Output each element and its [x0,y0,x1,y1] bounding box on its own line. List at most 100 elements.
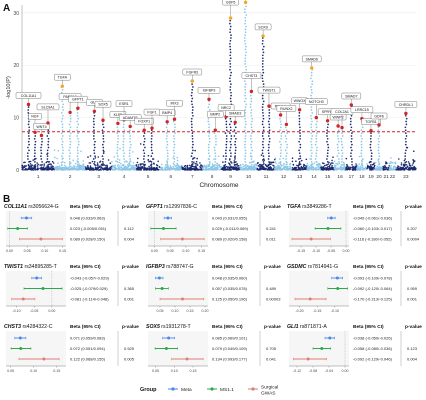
hit-column-point [229,129,232,132]
snp-point [411,164,414,166]
hit-column-point [122,163,125,166]
snp-point [354,169,356,171]
snp-point [337,167,340,170]
snp-point [206,164,208,167]
hit-column-point [229,146,232,149]
hit-column-point [261,109,264,111]
snp-point [376,165,379,168]
hit-column-point [262,83,265,85]
snp-point [307,169,310,171]
snp-point [298,162,301,164]
beta-ci-label: -0.049 (-0.061/-0.036) [353,216,393,221]
snp-point [152,168,154,170]
snp-point [412,162,415,164]
snp-point [175,164,178,167]
snp-point [371,166,374,169]
snp-point [215,164,217,166]
hit-column-point [244,42,247,45]
hit-column-point [165,132,168,134]
lead-snp-point [172,117,177,121]
snp-point [43,165,45,167]
hit-column-point [245,123,247,126]
hit-column-point [234,158,236,160]
snp-point [281,169,283,171]
hit-column-point [250,135,252,137]
hit-gene-label: BMP2 [210,113,220,117]
hit-column-point [377,137,380,140]
snp-point [61,166,63,169]
snp-point [52,162,55,164]
snp-point [272,161,275,164]
label-box [305,98,328,105]
hit-column-point [173,146,176,149]
hit-column-point [279,126,282,129]
snp-point [315,168,318,170]
hit-gene-label: NOTCH3 [309,100,324,104]
hit-column-point [207,163,210,166]
hit-column-point [250,123,253,126]
snp-point [100,163,103,166]
snp-point [82,160,85,162]
forest-x-tick-label: -0.05 [30,309,38,313]
hit-column-point [234,155,236,157]
hit-column-point [191,109,194,111]
snp-point [250,165,252,168]
snp-point [196,164,199,166]
hit-column-point [77,140,80,143]
hit-column-point [360,155,363,157]
hit-column-point [340,140,343,143]
hit-labels: COL11A1NGFWNT4SLC9A1TGFAPAPPA2GFPT1GLI1S… [15,0,418,138]
snp-point [153,163,155,165]
hit-column-point [28,126,31,129]
beta-ci-label: -0.092 (-0.120/-0.064) [353,286,393,291]
hit-column-point [360,129,363,132]
hit-column-point [33,137,36,140]
snp-point [351,166,354,169]
snp-point [340,169,343,171]
hit-column-point [229,19,232,22]
hit-column-point [336,155,339,157]
snp-point [199,166,202,169]
hit-column-point [61,117,64,120]
hit-column-point [310,155,313,157]
forest-x-tick-label: 0.05 [7,369,14,373]
snp-point [335,164,337,167]
snp-point [165,167,167,169]
hit-column-point [244,34,246,36]
y-tick-label: 10 [13,116,19,122]
snp-point [330,162,333,164]
hit-column-point [69,146,71,149]
hit-column-point [327,149,329,152]
hit-column-point [316,120,318,123]
p-value-label: 0.365 [124,286,135,291]
hit-column-point [68,158,71,160]
hit-column-point [172,120,175,123]
beta-column-header: Beta (95% CI) [212,264,243,270]
forest-x-tick-label: 0.15 [53,369,60,373]
snp-point [145,167,148,170]
snp-point [57,150,60,152]
snp-point [55,165,57,168]
snp-point [287,168,290,171]
hit-column-point [261,94,264,97]
snp-point [194,166,196,168]
hit-column-point [117,140,119,143]
hit-column-point [250,109,253,111]
snp-point [189,167,191,170]
beta-point [167,336,171,340]
p-value-label: 0.001 [124,297,135,302]
snp-point [74,167,77,170]
hit-column-point [166,155,169,157]
snp-point [147,159,150,161]
lead-snp-point [39,133,44,138]
x-tick-label: 10 [246,174,252,180]
snp-point [104,167,106,169]
forest-x-tick-label: 0.05 [157,309,164,313]
hit-column-point [229,77,231,80]
x-tick-label: 22 [390,174,396,180]
hit-column-point [191,137,194,140]
hit-column-point [235,161,237,163]
hit-column-point [280,135,283,137]
snp-point [265,165,268,168]
hit-column-point [350,129,352,132]
